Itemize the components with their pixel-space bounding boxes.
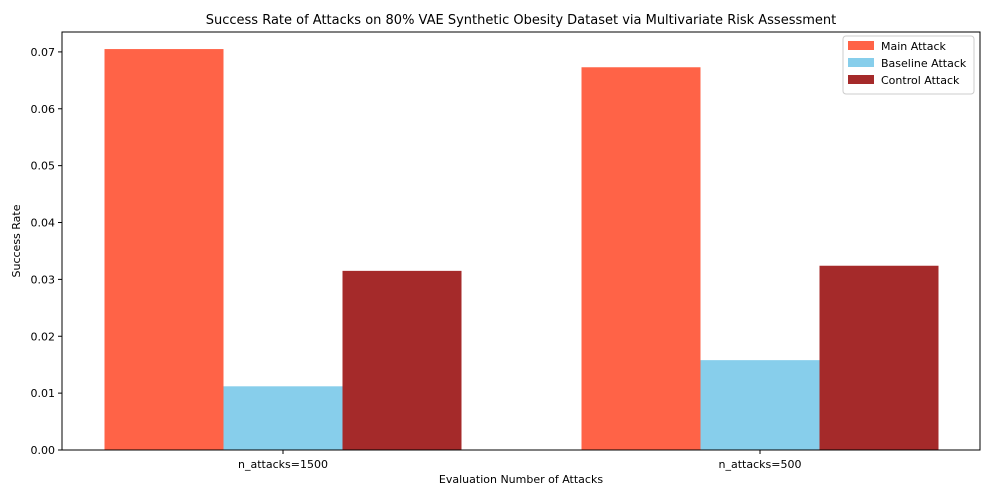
legend-label: Main Attack — [881, 40, 947, 53]
y-tick-label: 0.05 — [31, 160, 56, 173]
legend-swatch — [848, 75, 874, 84]
y-tick-label: 0.03 — [31, 273, 56, 286]
y-tick-label: 0.07 — [31, 46, 56, 59]
legend-swatch — [848, 58, 874, 67]
bar-main-attack-1 — [104, 49, 224, 451]
y-tick-label: 0.02 — [31, 330, 56, 343]
bar-control-attack-1 — [342, 270, 462, 450]
y-axis: 0.00 0.01 0.02 0.03 0.04 0.05 0.06 0.07 — [31, 46, 62, 457]
y-tick-label: 0.06 — [31, 103, 56, 116]
legend-swatch — [848, 41, 874, 50]
bars-group — [104, 49, 939, 451]
legend-box — [842, 35, 975, 95]
plot-frame — [61, 31, 981, 451]
legend-label: Baseline Attack — [881, 57, 967, 70]
x-axis: n_attacks=1500 n_attacks=500 — [238, 450, 801, 471]
bar-baseline-attack-1 — [223, 386, 343, 450]
chart-title: Success Rate of Attacks on 80% VAE Synth… — [206, 13, 837, 28]
bar-control-attack-2 — [819, 265, 939, 450]
y-tick-label: 0.04 — [31, 217, 56, 230]
legend: Main Attack Baseline Attack Control Attack — [842, 35, 975, 95]
legend-label: Control Attack — [881, 74, 960, 87]
bar-main-attack-2 — [581, 67, 701, 451]
y-tick-label: 0.00 — [31, 444, 56, 457]
bar-baseline-attack-2 — [700, 360, 820, 450]
y-tick-label: 0.01 — [31, 387, 56, 400]
x-tick-label: n_attacks=1500 — [238, 458, 328, 471]
x-tick-label: n_attacks=500 — [719, 458, 802, 471]
y-axis-label: Success Rate — [10, 204, 23, 277]
x-axis-label: Evaluation Number of Attacks — [439, 473, 603, 486]
